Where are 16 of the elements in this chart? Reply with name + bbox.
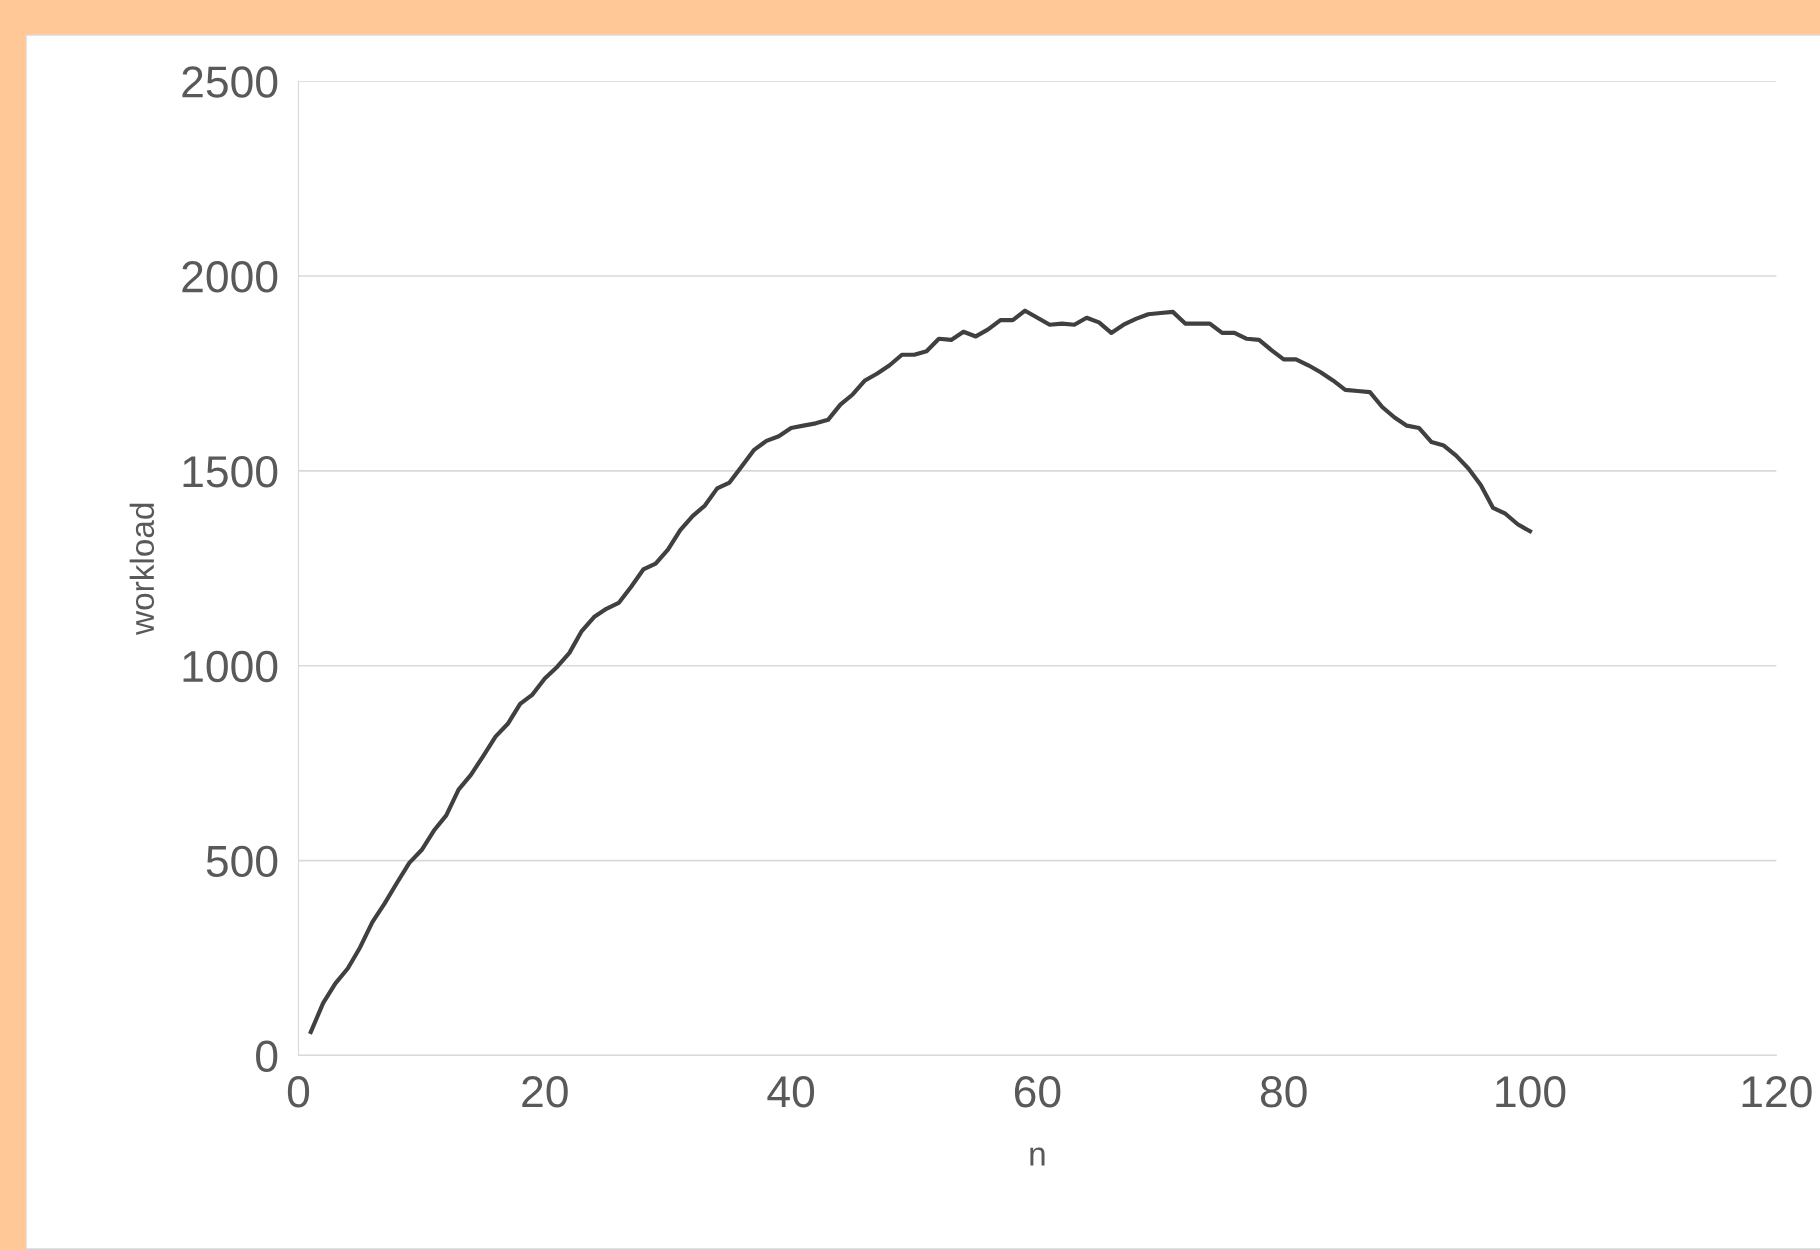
y-tick-label: 500 xyxy=(206,845,278,878)
x-tick-label: 20 xyxy=(522,1076,568,1108)
y-tick-label: 2000 xyxy=(182,261,278,293)
x-tick-label: 80 xyxy=(1260,1076,1307,1108)
y-tick-label: 1500 xyxy=(183,455,278,488)
y-tick-label: 0 xyxy=(256,1040,278,1072)
y-axis-title: workload xyxy=(129,503,155,636)
x-axis-title: n xyxy=(1030,1147,1045,1166)
y-tick-label: 2500 xyxy=(182,66,278,98)
x-tick-label: 40 xyxy=(767,1076,815,1108)
x-tick-label: 0 xyxy=(287,1076,310,1108)
y-tick-label: 1000 xyxy=(183,650,278,683)
line-series xyxy=(308,308,1533,1035)
x-tick-label: 120 xyxy=(1742,1076,1812,1108)
x-tick-label: 60 xyxy=(1014,1076,1061,1108)
x-tick-label: 100 xyxy=(1496,1076,1566,1108)
